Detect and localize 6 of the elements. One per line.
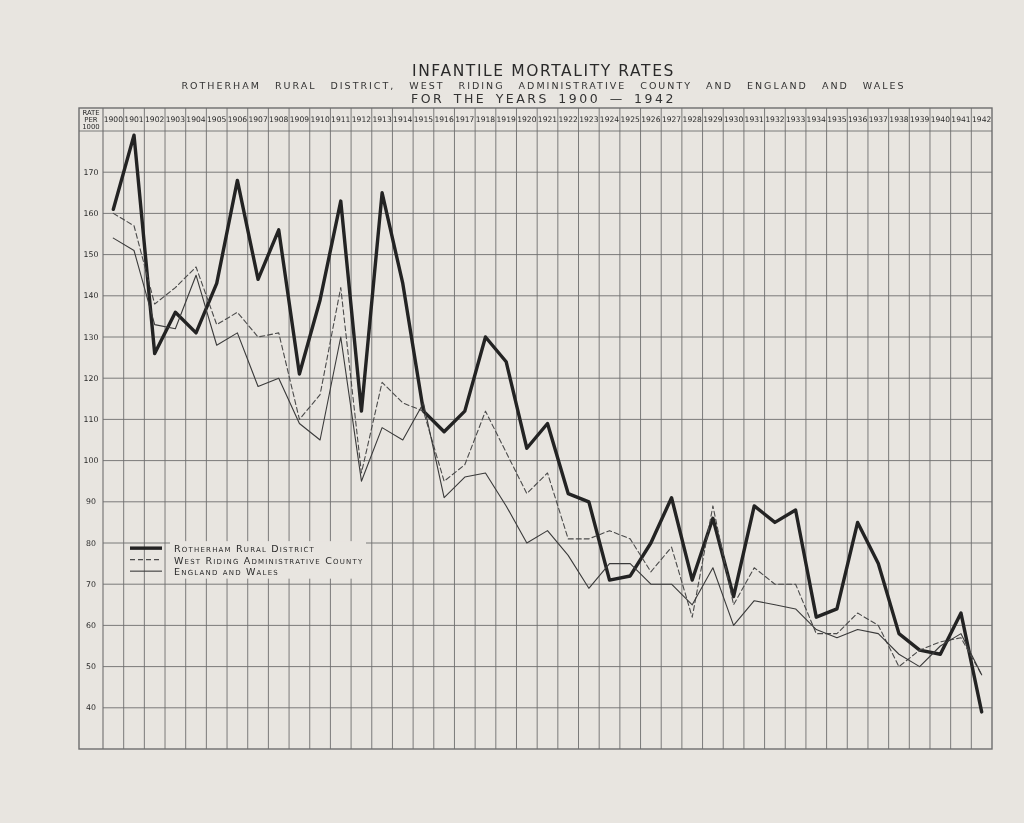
line-series	[111, 133, 984, 714]
legend-label: Rotherham Rural District	[174, 542, 316, 554]
chart-title: INFANTILE MORTALITY RATES	[411, 62, 676, 80]
legend-label: England and Wales	[174, 565, 279, 577]
legend-label: West Riding Administrative County	[174, 554, 364, 566]
chart-subtitle: ROTHERHAM RURAL DISTRICT, WEST RIDING ADMINISTRATIVE COUNTY AND ENGLAND AND WALES FOR THE YEARS 1900 — 1942	[181, 80, 906, 106]
